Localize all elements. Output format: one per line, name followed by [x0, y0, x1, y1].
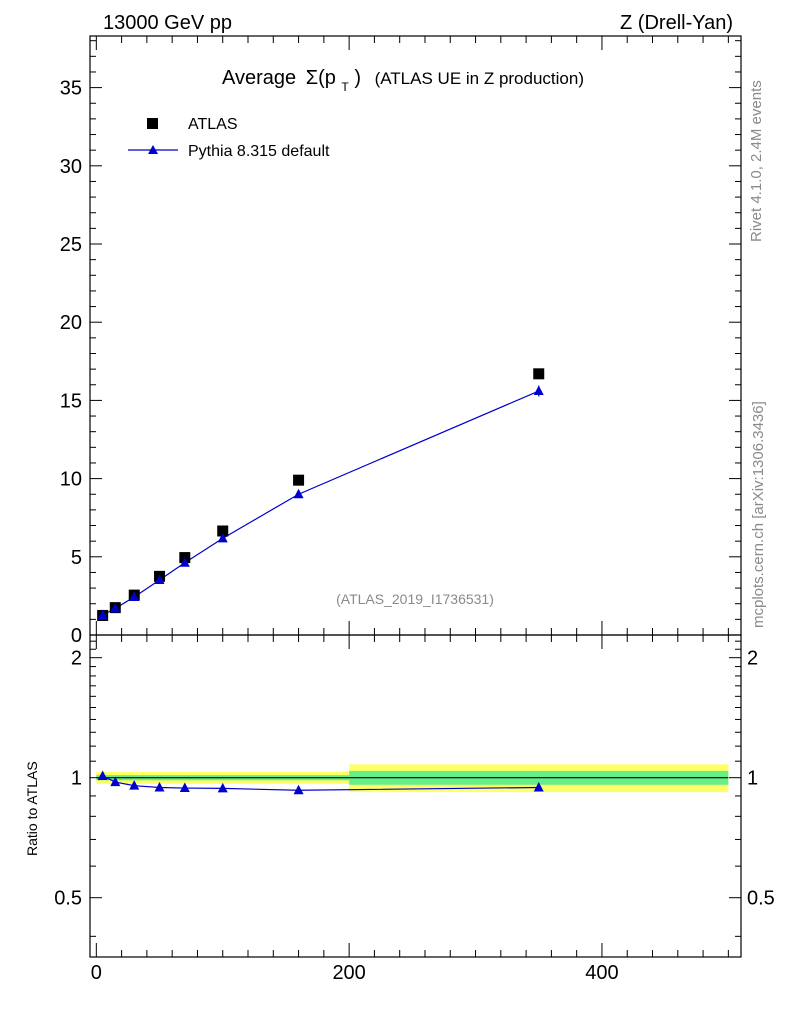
mc-point — [293, 488, 304, 499]
header-left: 13000 GeV pp — [103, 12, 232, 34]
mcplots-ref: mcplots.cern.ch [arXiv:1306.3436] — [750, 401, 767, 628]
mc-point — [179, 557, 190, 567]
ratio-ytick-label-right: 1 — [747, 768, 758, 790]
data-point — [217, 525, 229, 537]
ratio-bands-group — [96, 764, 729, 793]
main-ytick-label: 0 — [71, 625, 82, 647]
ratio-ytick-label-right: 0.5 — [747, 888, 775, 910]
mc-line — [102, 390, 539, 616]
mc-ratio-point — [293, 784, 304, 795]
ratio-frame — [89, 634, 742, 958]
legend-mc-label: Pythia 8.315 default — [188, 143, 330, 160]
mc-point — [97, 609, 108, 620]
rivet-version: Rivet 4.1.0, 2.4M events — [748, 80, 765, 242]
main-ytick-label: 25 — [60, 234, 82, 256]
main-ytick-label: 20 — [60, 312, 82, 334]
xtick-label: 200 — [332, 962, 365, 984]
mc-ratio-point — [533, 781, 544, 792]
ratio-ytick-label-left: 0.5 — [54, 888, 82, 910]
title-close: ) — [354, 67, 361, 89]
data-point — [293, 474, 305, 486]
header-right: Z (Drell-Yan) — [620, 12, 733, 34]
ratio-ytick-label-left: 2 — [71, 648, 82, 670]
ratio-ylabel: Ratio to ATLAS — [24, 761, 40, 856]
main-ytick-label: 5 — [71, 547, 82, 569]
title-prefix: Average — [222, 67, 296, 89]
xtick-label: 0 — [91, 962, 102, 984]
main-ytick-label: 35 — [60, 78, 82, 100]
mc-point — [110, 602, 121, 613]
mc-ratio-point — [129, 780, 140, 790]
legend-data-marker — [147, 118, 158, 129]
mc-ratio-point — [110, 776, 121, 787]
points-group — [97, 368, 545, 795]
ratio-ytick-label-left: 1 — [71, 768, 82, 790]
mc-ratio-point — [217, 782, 228, 793]
legend-mc-marker — [148, 145, 158, 154]
data-point — [533, 368, 545, 380]
analysis-id: (ATLAS_2019_I1736531) — [336, 591, 494, 607]
xtick-label: 400 — [585, 962, 618, 984]
title-suffix: (ATLAS UE in Z production) — [375, 69, 584, 88]
mc-point — [217, 532, 228, 543]
main-ytick-label: 15 — [60, 390, 82, 412]
mc-point — [129, 591, 140, 601]
main-ytick-label: 10 — [60, 469, 82, 491]
mc-point — [154, 574, 165, 584]
ratio-ytick-label-right: 2 — [747, 648, 758, 670]
title-sub: T — [341, 80, 349, 94]
legend-data-label: ATLAS — [188, 116, 238, 133]
mc-ratio-point — [154, 781, 165, 792]
ticks-group: 0 5 10 15 20 25 30 35 0 200 400 0.5 0.5 1 1 2 2 — [54, 36, 775, 984]
mc-ratio-point — [179, 782, 190, 793]
plot-title: Average Σ(p T ) (ATLAS UE in Z productio… — [222, 67, 584, 96]
frames-group — [89, 35, 742, 958]
title-sigma: Σ(p — [306, 67, 336, 89]
main-ytick-label: 30 — [60, 156, 82, 178]
mc-ratio-point — [97, 770, 108, 780]
mc-point — [533, 385, 544, 396]
